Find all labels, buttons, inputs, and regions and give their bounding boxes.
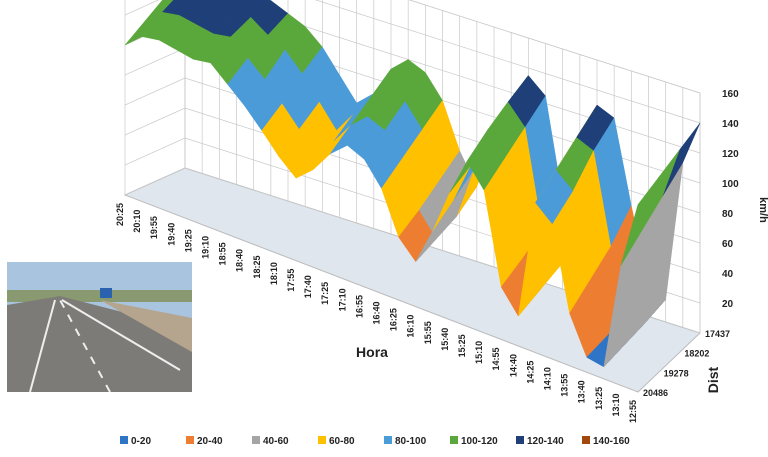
depth-tick-label: 19278 [664,368,689,378]
z-axis-title: km/h [757,197,768,223]
x-tick-label: 15:10 [474,341,484,364]
x-tick-label: 18:10 [269,262,279,285]
legend-label: 20-40 [197,436,223,447]
x-tick-label: 18:25 [252,256,262,279]
legend-swatch [120,436,128,444]
x-tick-label: 19:10 [201,236,211,259]
x-tick-label: 17:40 [303,275,313,298]
chart: Hora Dist km/h 20 40 60 80 100 120 140 160 20:25… [0,0,768,452]
legend-swatch [186,436,194,444]
x-tick-label: 16:25 [389,308,399,331]
x-tick-label: 19:40 [166,223,176,246]
legend-swatch [384,436,392,444]
x-tick-label: 13:10 [611,393,621,416]
x-tick-label: 16:55 [354,295,364,318]
legend-swatch [516,436,524,444]
z-tick-label: 100 [722,179,739,190]
z-tick-label: 80 [722,209,734,220]
x-tick-label: 19:55 [149,216,159,239]
x-tick-label: 17:25 [320,282,330,305]
x-tick-label: 16:10 [406,315,416,338]
plot: 20 40 60 80 100 120 140 160 20:25 20:10 19:55 19:40… [115,0,739,423]
x-tick-label: 13:40 [577,380,587,403]
legend-swatch [450,436,458,444]
legend-label: 0-20 [131,436,151,447]
depth-tick-label: 18202 [684,349,709,359]
x-tick-label: 18:40 [235,249,245,272]
legend: 0-20 20-40 40-60 60-80 80-100 100-120 120-140 1… [120,436,630,447]
z-tick-label: 120 [722,149,739,160]
legend-label: 120-140 [527,436,564,447]
x-tick-label: 16:40 [372,302,382,325]
x-tick-label: 17:10 [337,288,347,311]
x-tick-label: 15:55 [423,321,433,344]
legend-label: 100-120 [461,436,498,447]
legend-label: 80-100 [395,436,427,447]
x-tick-label: 19:25 [183,229,193,252]
legend-label: 140-160 [593,436,630,447]
z-tick-label: 20 [722,299,734,310]
x-tick-label: 14:55 [491,347,501,370]
depth-tick-label: 20486 [643,388,668,398]
x-tick-label: 20:10 [132,210,142,233]
z-tick-label: 60 [722,239,734,250]
z-tick-label: 40 [722,269,734,280]
x-tick-label: 13:55 [560,374,570,397]
legend-swatch [318,436,326,444]
depth-axis-title: Dist [705,366,721,393]
x-tick-label: 17:55 [286,269,296,292]
x-tick-label: 14:40 [508,354,518,377]
legend-swatch [582,436,590,444]
legend-label: 40-60 [263,436,289,447]
surface-cell [662,123,700,197]
x-tick-label: 18:55 [218,242,228,265]
x-tick-label: 14:10 [543,367,553,390]
x-tick-label: 13:25 [594,387,604,410]
x-tick-label: 20:25 [115,203,125,226]
x-axis-title: Hora [356,344,388,360]
x-tick-label: 15:40 [440,328,450,351]
legend-label: 60-80 [329,436,355,447]
x-tick-label: 15:25 [457,334,467,357]
z-tick-label: 160 [722,89,739,100]
photo-inset [7,262,192,392]
z-tick-label: 140 [722,119,739,130]
x-tick-label: 12:55 [628,400,638,423]
legend-swatch [252,436,260,444]
x-tick-label: 14:25 [525,361,535,384]
depth-tick-label: 17437 [705,329,730,339]
